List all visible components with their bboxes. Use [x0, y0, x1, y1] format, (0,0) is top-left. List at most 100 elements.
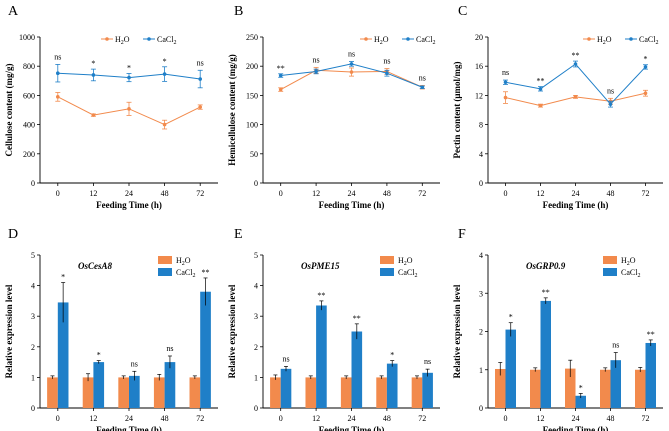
bar [270, 377, 281, 408]
significance-label: * [390, 351, 394, 360]
y-tick-label: 1000 [19, 33, 35, 42]
x-tick-label: 72 [642, 414, 650, 423]
significance-label: ns [424, 357, 431, 366]
legend-label: CaCl2 [639, 35, 658, 46]
x-axis-title: Feeding Time (h) [96, 200, 162, 210]
data-point [503, 95, 508, 100]
y-axis-title: Relative expression level [4, 284, 14, 378]
y-tick-label: 4 [31, 282, 35, 291]
data-point [503, 80, 508, 85]
legend-swatch [158, 256, 172, 264]
bar [129, 375, 140, 408]
significance-label: ns [54, 52, 61, 61]
legend-label: CaCl2 [621, 268, 640, 279]
bar [164, 362, 176, 408]
y-tick-label: 16 [475, 62, 483, 71]
x-tick-label: 0 [504, 414, 508, 423]
data-point [56, 71, 60, 76]
bar [422, 372, 433, 408]
bar [93, 362, 105, 408]
legend-marker [406, 37, 410, 41]
x-tick-label: 72 [196, 414, 204, 423]
significance-label: ns [131, 359, 138, 368]
legend-swatch [380, 256, 394, 264]
panel-letter: D [8, 227, 18, 242]
bar [540, 300, 551, 408]
x-tick-label: 24 [125, 414, 133, 423]
y-axis-title: Pectin content (μmol/mg) [452, 61, 462, 158]
data-point [643, 65, 648, 69]
data-point [278, 73, 283, 78]
x-axis-title: Feeding Time (h) [319, 200, 385, 210]
bar [376, 377, 387, 408]
significance-label: ** [277, 64, 285, 73]
data-point [314, 69, 318, 74]
panel-A: A 0 200 400 600 800 1000 0 12 24 48 72 Feeding Time … [4, 4, 218, 210]
bar [411, 377, 423, 408]
data-point [643, 91, 648, 96]
significance-label: * [127, 64, 131, 73]
x-tick-label: 72 [418, 414, 426, 423]
legend-marker [587, 37, 591, 41]
bar [565, 368, 576, 408]
significance-label: ** [353, 314, 361, 323]
legend-swatch [603, 268, 617, 276]
x-axis-title: Feeding Time (h) [543, 425, 609, 431]
data-point [91, 73, 96, 77]
y-tick-label: 200 [23, 150, 35, 159]
y-tick-label: 12 [475, 91, 483, 100]
significance-label: ns [612, 341, 619, 350]
bar [118, 377, 129, 408]
data-point [420, 85, 425, 90]
legend-swatch [158, 268, 172, 276]
bar [153, 377, 165, 408]
bar [610, 360, 621, 408]
legend-label: CaCl2 [176, 268, 195, 279]
significance-label: ns [419, 73, 426, 82]
x-tick-label: 48 [607, 414, 615, 423]
legend-label: CaCl2 [398, 268, 417, 279]
legend-swatch [380, 268, 394, 276]
data-point [278, 87, 283, 92]
bar [530, 369, 541, 408]
x-tick-label: 12 [312, 414, 320, 423]
bar [600, 369, 611, 408]
bar [189, 377, 201, 408]
gene-name: OsGRP0.9 [526, 261, 566, 271]
y-axis-title: Relative expression level [452, 284, 462, 378]
y-tick-label: 3 [254, 312, 258, 321]
data-point [349, 70, 354, 74]
significance-label: ns [607, 86, 614, 95]
x-tick-label: 72 [196, 189, 204, 198]
x-tick-label: 24 [572, 189, 580, 198]
x-tick-label: 0 [56, 414, 60, 423]
y-tick-label: 5 [31, 251, 35, 260]
x-tick-label: 0 [279, 414, 283, 423]
data-point [608, 102, 613, 106]
data-point [538, 87, 543, 91]
x-tick-label: 48 [607, 189, 615, 198]
y-tick-label: 0 [31, 179, 35, 188]
data-point [573, 95, 578, 99]
legend-label: CaCl2 [416, 35, 435, 46]
y-tick-label: 600 [23, 91, 35, 100]
significance-label: ** [542, 288, 550, 297]
x-tick-label: 24 [572, 414, 580, 423]
bar [340, 377, 352, 408]
legend-marker [147, 37, 151, 41]
bar [495, 368, 506, 408]
legend-marker [364, 37, 368, 41]
y-tick-label: 1 [479, 366, 483, 375]
y-tick-label: 0 [31, 404, 35, 413]
significance-label: ns [348, 50, 355, 59]
y-tick-label: 1 [31, 373, 35, 382]
x-tick-label: 12 [312, 189, 320, 198]
y-tick-label: 200 [246, 62, 258, 71]
significance-label: ** [647, 330, 655, 339]
data-point [91, 113, 96, 117]
y-tick-label: 400 [23, 121, 35, 130]
data-point [573, 62, 578, 66]
